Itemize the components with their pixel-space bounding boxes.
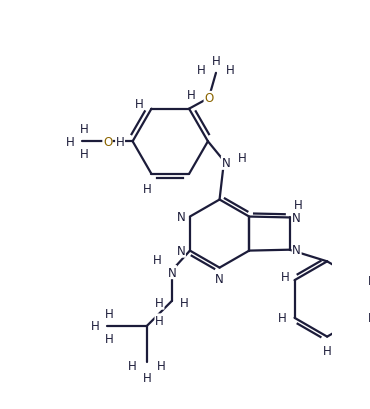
Text: H: H [91,319,99,333]
Text: H: H [128,359,137,372]
Text: H: H [368,312,370,324]
Text: H: H [157,359,166,372]
Text: H: H [368,274,370,287]
Text: H: H [212,55,221,67]
Text: N: N [176,245,185,258]
Text: H: H [105,332,114,345]
Text: H: H [105,307,114,320]
Text: O: O [204,92,213,105]
Text: H: H [142,182,151,195]
Text: H: H [186,89,195,101]
Text: H: H [226,63,235,76]
Text: H: H [155,297,164,309]
Text: H: H [323,345,332,357]
Text: H: H [153,254,162,266]
Text: H: H [116,135,124,148]
Text: H: H [294,199,303,212]
Text: N: N [292,244,301,256]
Text: N: N [176,211,185,223]
Text: H: H [281,270,290,283]
Text: H: H [135,98,143,110]
Text: H: H [80,123,88,136]
Text: N: N [222,157,230,170]
Text: H: H [155,314,164,327]
Text: H: H [180,297,189,309]
Text: H: H [238,151,246,164]
Text: H: H [142,371,151,384]
Text: H: H [278,312,286,324]
Text: O: O [103,135,112,148]
Text: H: H [80,148,88,161]
Text: H: H [197,63,206,76]
Text: N: N [292,211,301,225]
Text: N: N [168,266,176,279]
Text: N: N [215,272,224,285]
Text: H: H [65,135,74,148]
